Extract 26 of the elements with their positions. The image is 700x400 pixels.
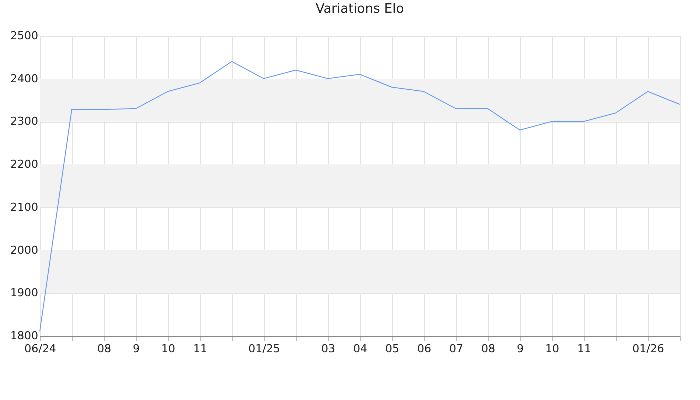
x-tick-label: 9 [133,342,140,356]
y-tick-label: 2500 [10,30,38,42]
line-series [40,61,680,332]
y-tick-label: 2100 [10,200,38,214]
y-tick-label: 1800 [10,330,38,342]
y-tick-label: 2300 [10,115,38,128]
x-tick-label: 08 [98,342,112,356]
x-tick-label: 04 [354,342,368,356]
x-tick-label: 11 [578,342,592,356]
chart-title: Variations Elo [316,2,404,17]
x-tick-label: 9 [517,342,524,356]
y-tick-label: 1900 [10,286,38,300]
x-tick-label: 01/25 [248,342,280,356]
x-tick-label: 05 [386,342,400,356]
y-tick-label: 2400 [10,72,38,86]
x-tick-label: 08 [482,342,496,356]
x-tick-label: 10 [162,342,176,356]
x-tick-label: 01/26 [632,342,664,356]
x-tick-label: 06 [418,342,432,356]
x-tick-label: 03 [322,342,336,356]
x-tick-label: 11 [194,342,208,356]
x-tick-label: 10 [546,342,560,356]
x-tick-label: 07 [450,342,464,356]
x-tick-label: 06/24 [24,342,56,356]
y-tick-label: 2000 [10,244,38,257]
y-tick-label: 2200 [10,158,38,172]
